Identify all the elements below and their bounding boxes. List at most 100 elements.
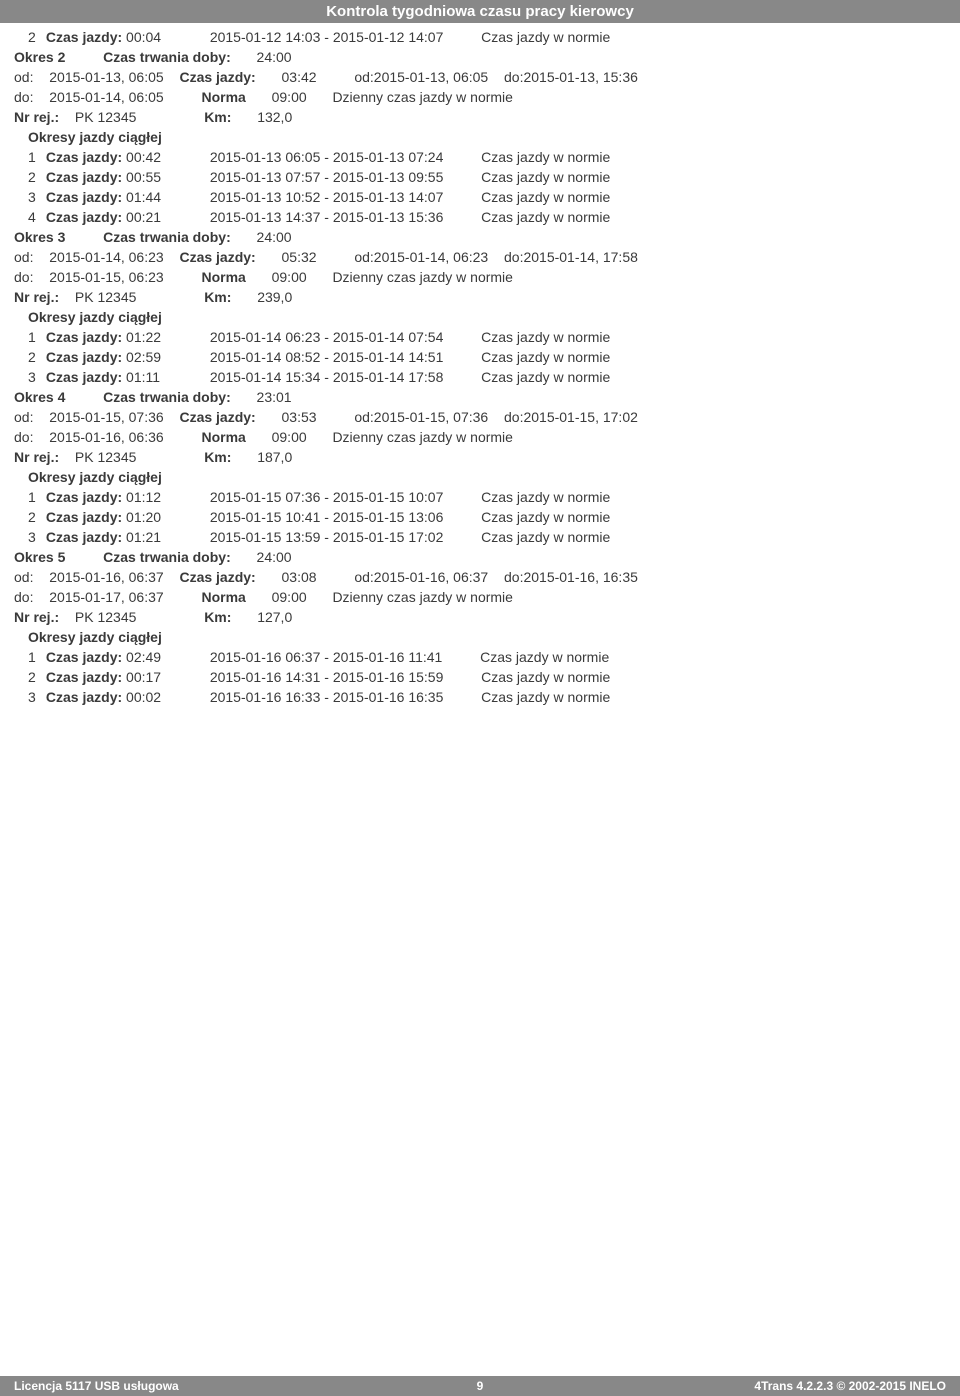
okresy-header: Okresy jazdy ciągłej: [14, 627, 946, 647]
dzienny-status: Dzienny czas jazdy w normie: [332, 589, 513, 605]
do-label: do:: [14, 269, 33, 285]
cj-value: 03:42: [282, 69, 317, 85]
drive-row-dur: 00:21: [126, 209, 172, 225]
drive-row: 3 Czas jazdy: 01:44 2015-01-13 10:52 - 2…: [14, 187, 946, 207]
period-od-line: od: 2015-01-14, 06:23 Czas jazdy: 05:32 …: [14, 247, 946, 267]
do-value: 2015-01-16, 06:36: [49, 429, 163, 445]
footer-product: 4Trans 4.2.2.3 © 2002-2015 INELO: [635, 1379, 960, 1393]
period-do-line: do: 2015-01-14, 06:05 Norma 09:00 Dzienn…: [14, 87, 946, 107]
drive-row-dur: 01:21: [126, 529, 172, 545]
od2-value: od:2015-01-13, 06:05: [354, 69, 488, 85]
period-reg-line: Nr rej.: PK 12345 Km: 127,0: [14, 607, 946, 627]
drive-row-from: 2015-01-15 13:59: [210, 529, 321, 545]
period-do-line: do: 2015-01-16, 06:36 Norma 09:00 Dzienn…: [14, 427, 946, 447]
cj-value: 03:53: [282, 409, 317, 425]
footer-page: 9: [325, 1379, 636, 1393]
drive-row-label: Czas jazdy:: [46, 509, 122, 525]
drive-row-status: Czas jazdy w normie: [481, 349, 610, 365]
od-label: od:: [14, 569, 33, 585]
do2-value: do:2015-01-14, 17:58: [504, 249, 638, 265]
km-value: 187,0: [257, 449, 292, 465]
drive-row-to: 2015-01-16 16:35: [333, 689, 444, 705]
norma-value: 09:00: [272, 269, 307, 285]
norma-label: Norma: [201, 89, 245, 105]
cj-value: 03:08: [282, 569, 317, 585]
doba-value: 24:00: [257, 49, 292, 65]
drive-row-dur: 02:59: [126, 349, 172, 365]
od-value: 2015-01-16, 06:37: [49, 569, 163, 585]
drive-row-from: 2015-01-13 14:37: [210, 209, 321, 225]
drive-row-to: 2015-01-14 14:51: [333, 349, 444, 365]
report-footer: Licencja 5117 USB usługowa 9 4Trans 4.2.…: [0, 1376, 960, 1396]
report-body: 2 Czas jazdy: 00:04 2015-01-12 14:03 - 2…: [0, 23, 960, 707]
drive-row-from: 2015-01-15 10:41: [210, 509, 321, 525]
period-label: Okres 3: [14, 229, 65, 245]
norma-label: Norma: [201, 269, 245, 285]
drive-row-dur: 02:49: [126, 649, 172, 665]
drive-row-num: 1: [28, 649, 42, 665]
drive-row-from: 2015-01-14 15:34: [210, 369, 321, 385]
nrrej-value: PK 12345: [75, 289, 137, 305]
drive-row-from: 2015-01-13 07:57: [210, 169, 321, 185]
km-label: Km:: [204, 109, 231, 125]
drive-row-label: Czas jazdy:: [46, 649, 122, 665]
doba-value: 23:01: [257, 389, 292, 405]
drive-row-label: Czas jazdy:: [46, 209, 122, 225]
od-label: od:: [14, 249, 33, 265]
doba-value: 24:00: [257, 229, 292, 245]
nrrej-value: PK 12345: [75, 109, 137, 125]
norma-value: 09:00: [272, 89, 307, 105]
drive-row-label: Czas jazdy:: [46, 369, 122, 385]
drive-row: 2 Czas jazdy: 02:59 2015-01-14 08:52 - 2…: [14, 347, 946, 367]
drive-row-num: 1: [28, 329, 42, 345]
od-value: 2015-01-13, 06:05: [49, 69, 163, 85]
do-label: do:: [14, 429, 33, 445]
do-label: do:: [14, 89, 33, 105]
drive-row-from: 2015-01-16 06:37: [210, 649, 321, 665]
od-label: od:: [14, 69, 33, 85]
do-value: 2015-01-14, 06:05: [49, 89, 163, 105]
norma-value: 09:00: [272, 429, 307, 445]
norma-label: Norma: [201, 429, 245, 445]
drive-row-dur: 01:20: [126, 509, 172, 525]
drive-row-dur: 01:44: [126, 189, 172, 205]
drive-row-from: 2015-01-15 07:36: [210, 489, 321, 505]
doba-label: Czas trwania doby:: [103, 549, 231, 565]
period-label: Okres 2: [14, 49, 65, 65]
norma-value: 09:00: [272, 589, 307, 605]
drive-row-num: 2: [28, 509, 42, 525]
drive-row-label: Czas jazdy:: [46, 29, 122, 45]
od-label: od:: [14, 409, 33, 425]
drive-row-to: 2015-01-13 09:55: [333, 169, 444, 185]
drive-row: 2 Czas jazdy: 00:17 2015-01-16 14:31 - 2…: [14, 667, 946, 687]
od-value: 2015-01-15, 07:36: [49, 409, 163, 425]
drive-row-num: 2: [28, 169, 42, 185]
nrrej-value: PK 12345: [75, 609, 137, 625]
drive-row: 1 Czas jazdy: 02:49 2015-01-16 06:37 - 2…: [14, 647, 946, 667]
nrrej-value: PK 12345: [75, 449, 137, 465]
drive-row-to: 2015-01-13 07:24: [333, 149, 444, 165]
drive-row: 3 Czas jazdy: 00:02 2015-01-16 16:33 - 2…: [14, 687, 946, 707]
cj-label: Czas jazdy:: [179, 249, 255, 265]
okresy-header: Okresy jazdy ciągłej: [14, 467, 946, 487]
period-reg-line: Nr rej.: PK 12345 Km: 132,0: [14, 107, 946, 127]
drive-row-from: 2015-01-16 16:33: [210, 689, 321, 705]
drive-row: 2 Czas jazdy: 00:55 2015-01-13 07:57 - 2…: [14, 167, 946, 187]
drive-row: 1 Czas jazdy: 01:22 2015-01-14 06:23 - 2…: [14, 327, 946, 347]
okresy-header: Okresy jazdy ciągłej: [14, 307, 946, 327]
drive-row-from: 2015-01-13 06:05: [210, 149, 321, 165]
drive-row-status: Czas jazdy w normie: [481, 189, 610, 205]
period-od-line: od: 2015-01-13, 06:05 Czas jazdy: 03:42 …: [14, 67, 946, 87]
drive-row-dur: 01:22: [126, 329, 172, 345]
drive-row-dur: 00:02: [126, 689, 172, 705]
drive-row-to: 2015-01-15 10:07: [333, 489, 444, 505]
drive-row-num: 2: [28, 349, 42, 365]
km-label: Km:: [204, 609, 231, 625]
do2-value: do:2015-01-13, 15:36: [504, 69, 638, 85]
km-label: Km:: [204, 289, 231, 305]
drive-row-to: 2015-01-16 11:41: [333, 649, 443, 665]
drive-row-num: 3: [28, 369, 42, 385]
drive-row-num: 3: [28, 189, 42, 205]
norma-label: Norma: [201, 589, 245, 605]
drive-row-to: 2015-01-14 17:58: [333, 369, 444, 385]
